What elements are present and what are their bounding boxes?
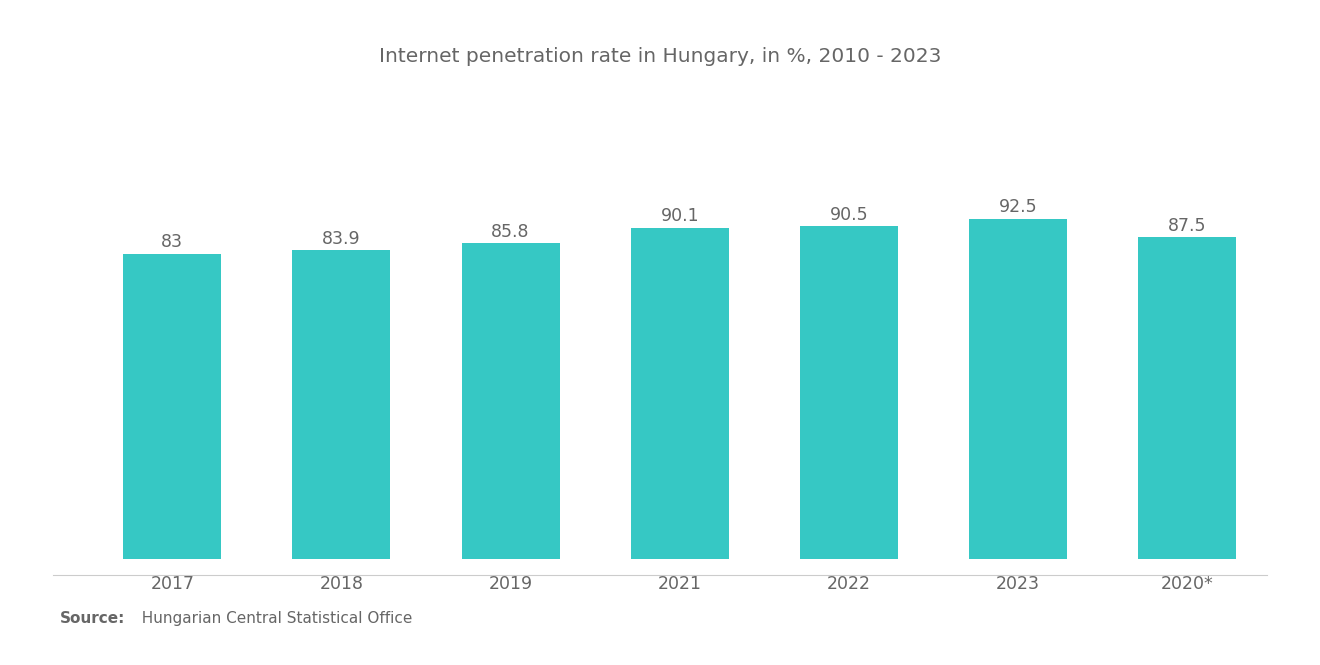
Text: Hungarian Central Statistical Office: Hungarian Central Statistical Office	[132, 611, 412, 626]
Text: 90.5: 90.5	[830, 205, 869, 223]
Bar	[631, 227, 729, 559]
Text: 87.5: 87.5	[1168, 217, 1206, 235]
Bar	[969, 219, 1068, 559]
Text: 85.8: 85.8	[491, 223, 529, 241]
Text: Internet penetration rate in Hungary, in %, 2010 - 2023: Internet penetration rate in Hungary, in…	[379, 47, 941, 66]
Bar	[123, 254, 222, 559]
Bar	[800, 226, 898, 559]
Text: 83: 83	[161, 233, 183, 251]
Bar	[1138, 237, 1237, 559]
Text: 90.1: 90.1	[660, 207, 700, 225]
Bar	[462, 243, 560, 559]
Bar	[292, 251, 391, 559]
Text: 83.9: 83.9	[322, 230, 360, 248]
Text: Source:: Source:	[59, 611, 125, 626]
Text: 92.5: 92.5	[999, 198, 1038, 216]
